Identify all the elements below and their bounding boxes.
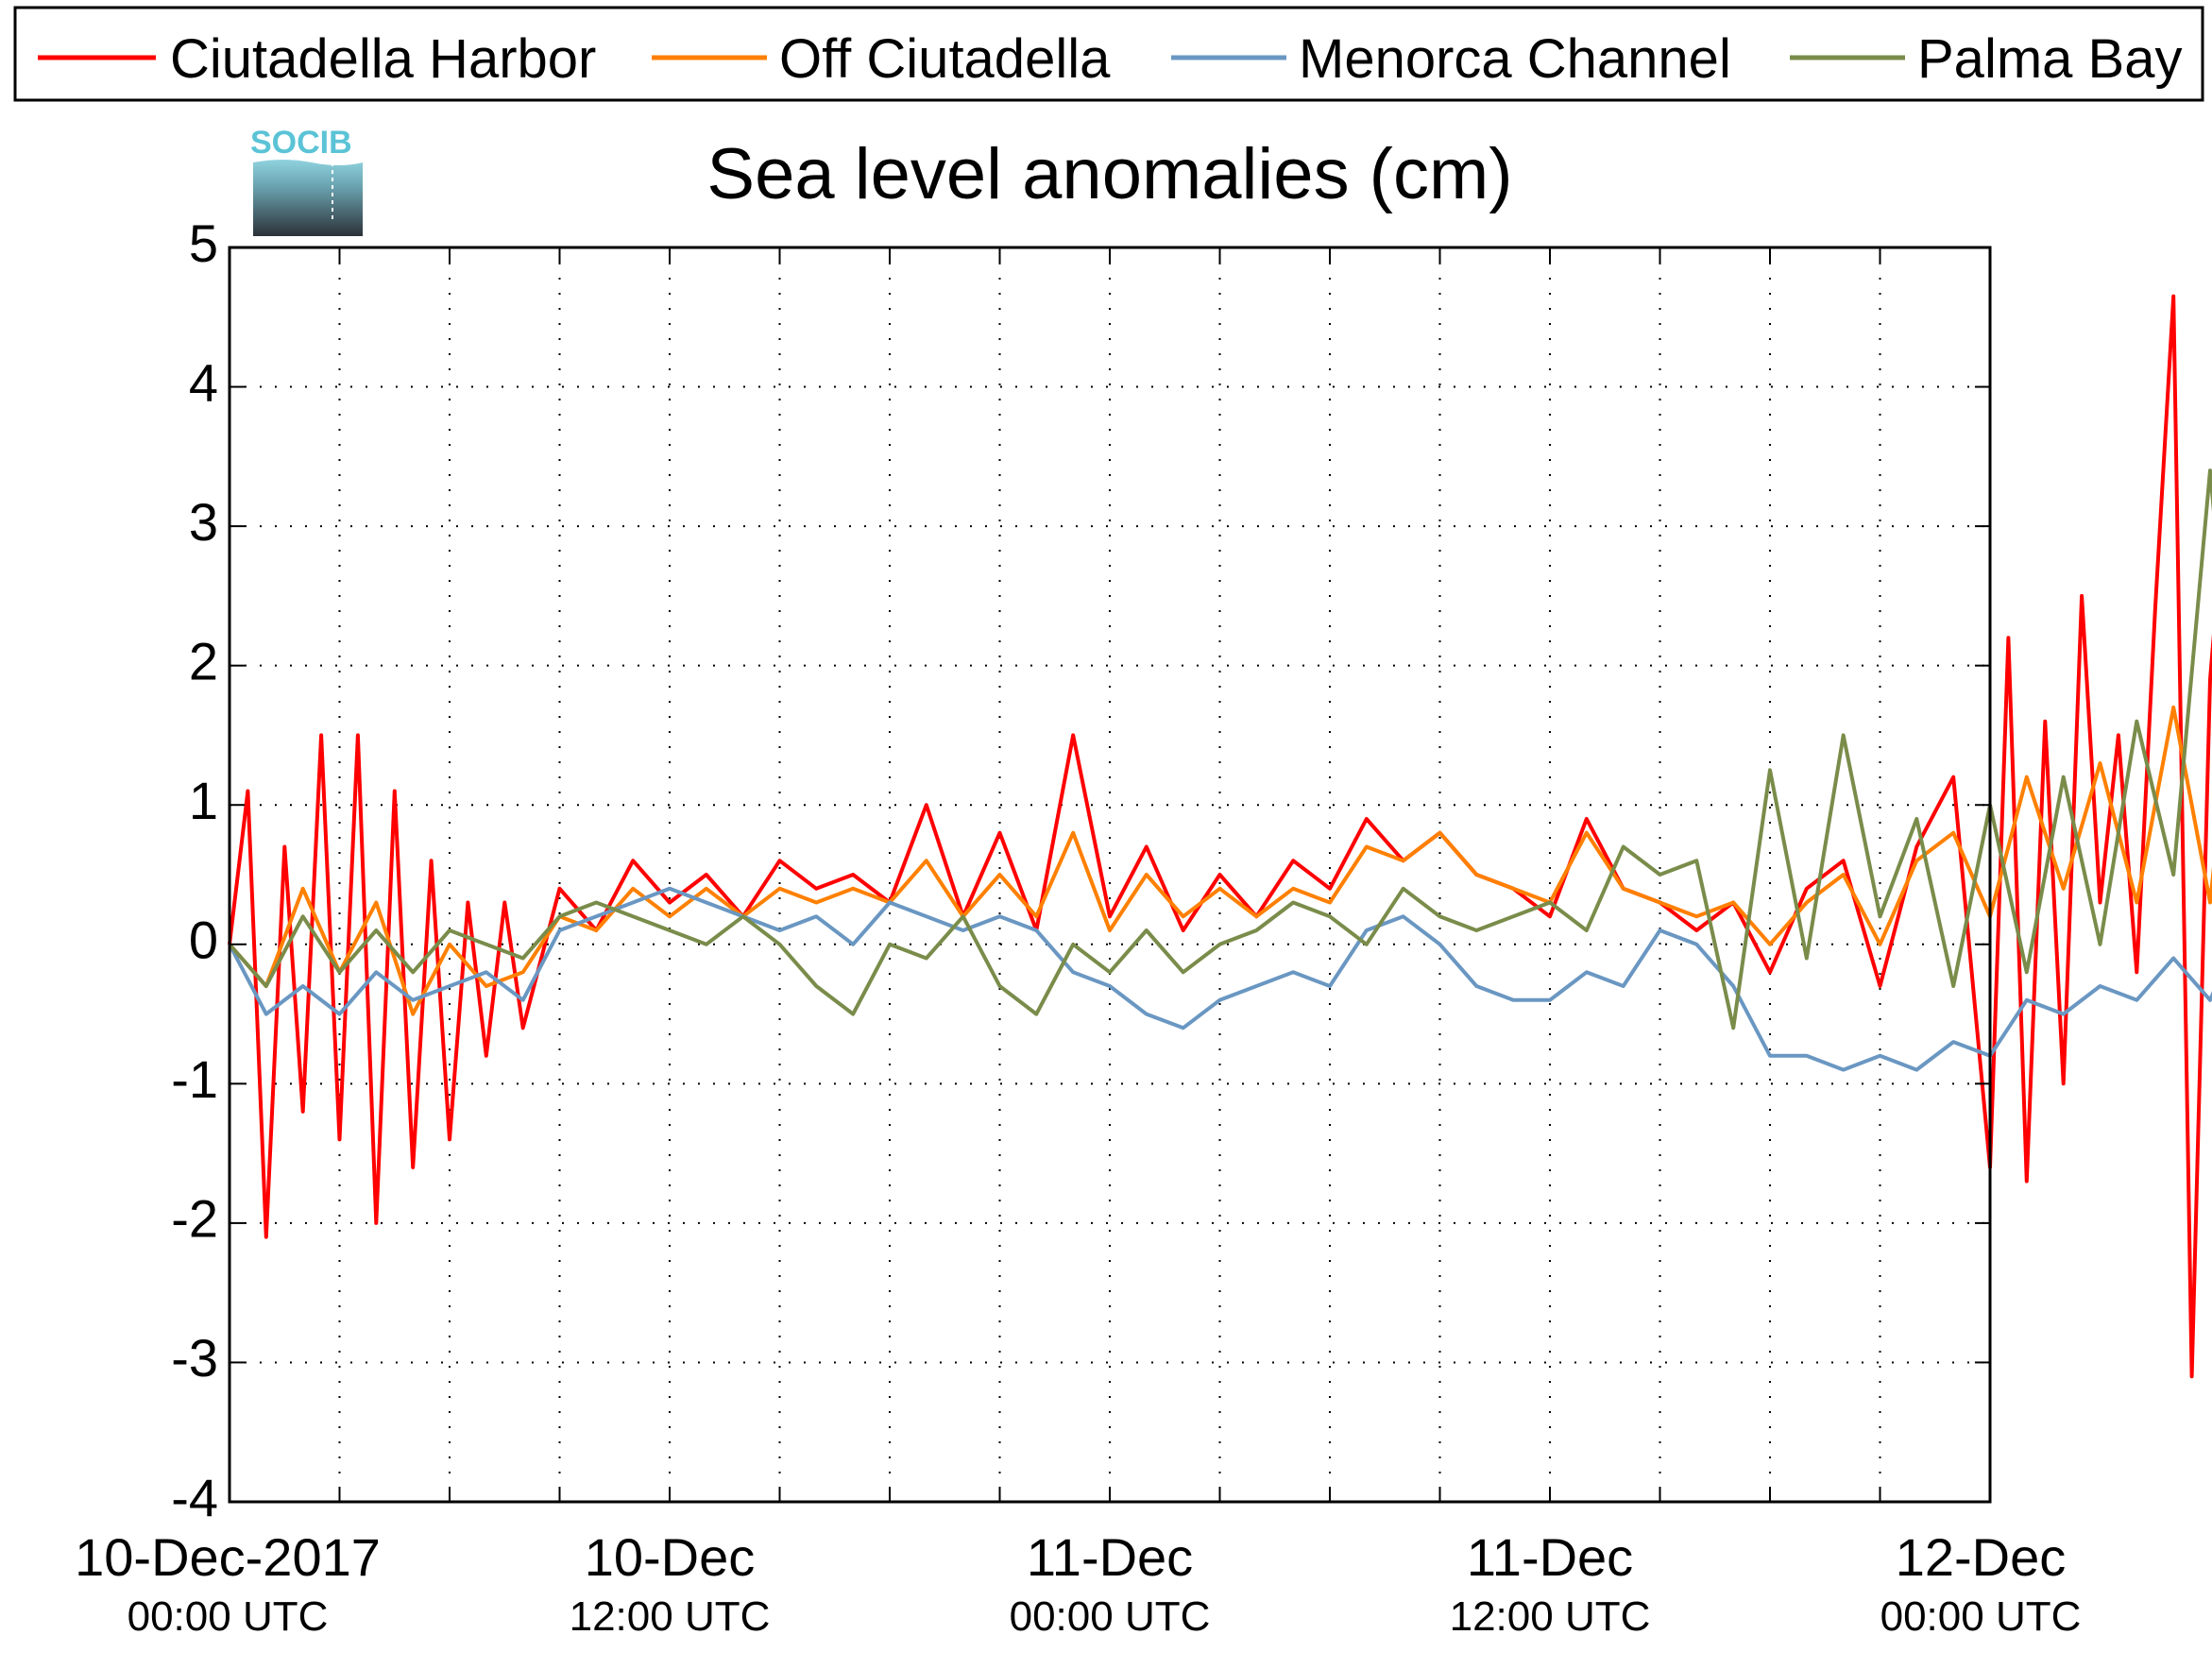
logo-wave-icon [253,160,363,236]
x-tick-label: 10-Dec [585,1527,756,1587]
legend-label-off-ciutadella: Off Ciutadella [779,28,1111,90]
socib-logo: SOCIB [250,125,363,236]
series-line-menorca-channel [228,886,2212,1072]
y-tick-label: 1 [189,771,218,830]
legend-label-menorca-channel: Menorca Channel [1299,28,1731,90]
y-tick-label: 2 [189,631,218,690]
x-tick-label: 11-Dec [1467,1527,1633,1587]
legend-box [13,6,2204,102]
chart-title: Sea level anomalies (cm) [706,134,1512,214]
y-tick-label: 3 [189,492,218,552]
x-tick-sublabel: 12:00 UTC [570,1593,771,1640]
series-line-ciutadella-harbor [228,294,2212,1379]
y-tick-label: -2 [171,1189,218,1249]
y-axis: 5 4 3 2 1 0 -1 -2 -3 -4 [171,213,1990,1527]
y-tick-label: 5 [189,213,218,273]
y-tick-label: -4 [171,1468,218,1527]
series-line-palma-bay [228,468,2212,1030]
x-tick-sublabel: 12:00 UTC [1450,1593,1651,1640]
plot-frame [228,246,1992,1504]
logo-text: SOCIB [250,125,352,161]
x-tick-label: 12-Dec [1896,1527,2067,1587]
series-lines [228,294,2212,1379]
x-tick-label: 10-Dec-2017 [75,1527,381,1587]
x-tick-sublabel: 00:00 UTC [1880,1593,2082,1640]
grid [230,247,1990,1502]
y-tick-label: -3 [171,1328,218,1388]
y-tick-label: 4 [189,352,218,412]
legend-label-ciutadella-harbor: Ciutadella Harbor [170,28,596,90]
x-tick-sublabel: 00:00 UTC [1010,1593,1211,1640]
legend: Ciutadella Harbor Off Ciutadella Menorca… [13,6,2204,102]
y-tick-label: 0 [189,911,218,970]
x-tick-sublabel: 00:00 UTC [128,1593,329,1640]
legend-label-palma-bay: Palma Bay [1917,28,2182,90]
y-tick-label: -1 [171,1049,218,1109]
x-tick-label: 11-Dec [1027,1527,1193,1587]
x-axis: 10-Dec-2017 00:00 UTC 10-Dec 12:00 UTC 11-De… [75,1527,2081,1640]
